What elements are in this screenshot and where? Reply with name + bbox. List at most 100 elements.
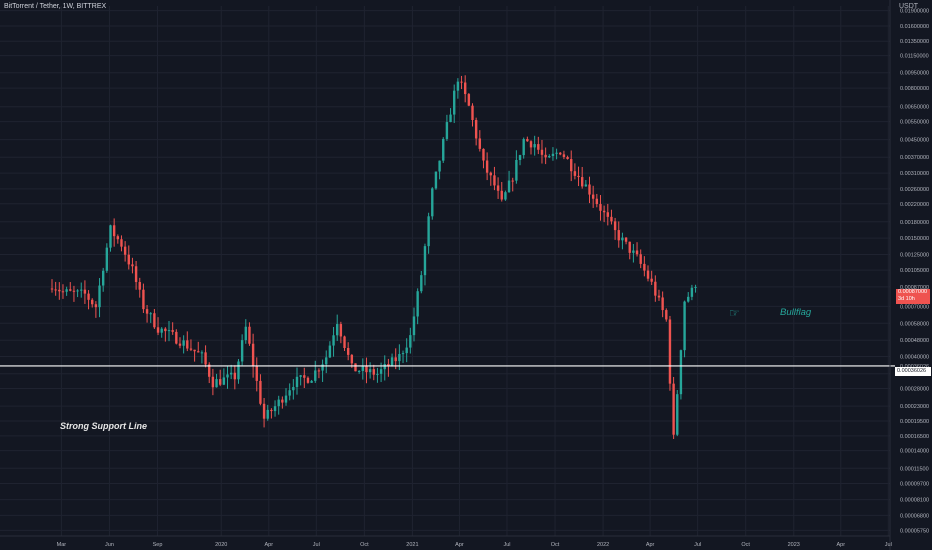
- candle-body: [325, 357, 328, 365]
- y-tick-label: 0.00650000: [900, 105, 929, 111]
- candle-body: [555, 152, 558, 154]
- last-price-badge: 0.00087000 3d 10h: [896, 289, 930, 304]
- candle-body: [105, 247, 109, 271]
- candle-body: [299, 375, 302, 377]
- candle-body: [606, 212, 609, 217]
- candle: [292, 379, 295, 400]
- candle-body: [570, 159, 573, 172]
- candle: [145, 305, 149, 323]
- candle-body: [149, 313, 152, 315]
- candle-body: [668, 319, 672, 384]
- time-axis[interactable]: Mar Jun Sep 2020 Apr Jul Oct 2021 Apr Jul Oct 2022 A…: [0, 535, 892, 548]
- candle: [489, 171, 492, 186]
- candle-body: [251, 343, 255, 367]
- candle: [306, 376, 310, 384]
- candle: [328, 341, 332, 359]
- y-tick-label: 0.00550000: [900, 120, 929, 126]
- candle: [50, 279, 54, 293]
- x-tick-label: Apr: [836, 542, 845, 548]
- y-tick-label: 0.00070000: [900, 304, 929, 310]
- candle: [58, 282, 61, 300]
- candle: [420, 271, 423, 294]
- candle: [182, 335, 185, 354]
- candle-body: [91, 299, 94, 305]
- candle-body: [354, 363, 357, 372]
- candle: [211, 368, 215, 396]
- candle: [434, 171, 438, 190]
- candle: [485, 152, 489, 181]
- candle-body: [635, 250, 639, 255]
- candle: [606, 203, 609, 226]
- candle: [284, 388, 288, 406]
- candle: [251, 333, 255, 378]
- candle-body: [219, 379, 222, 385]
- candle-body: [233, 372, 237, 380]
- candle: [91, 298, 94, 308]
- candle-body: [580, 177, 584, 187]
- candle-body: [599, 204, 602, 211]
- candle: [229, 364, 233, 380]
- y-tick-label: 0.00150000: [900, 236, 929, 242]
- candle-body: [368, 369, 372, 373]
- x-tick-label: 2023: [788, 542, 800, 548]
- y-tick-label: 0.00450000: [900, 138, 929, 144]
- candle: [262, 397, 266, 428]
- candle: [654, 275, 657, 302]
- candle: [80, 282, 83, 298]
- candle-body: [229, 372, 233, 375]
- candle: [548, 154, 551, 159]
- candle: [639, 249, 642, 269]
- candle: [456, 78, 460, 99]
- candle-body: [613, 221, 617, 231]
- y-tick-label: 0.00040000: [900, 355, 929, 361]
- currency-label: USDT: [899, 3, 919, 10]
- candle: [672, 376, 675, 440]
- candle: [624, 237, 628, 245]
- candle: [65, 286, 68, 296]
- candle: [471, 103, 474, 127]
- candle: [646, 265, 650, 282]
- candle-body: [643, 263, 646, 271]
- candle-body: [533, 144, 536, 148]
- candle-body: [624, 237, 628, 242]
- candle-body: [178, 343, 182, 346]
- support-annotation[interactable]: Strong Support Line: [60, 421, 147, 431]
- candle-body: [164, 328, 167, 332]
- candle-body: [474, 120, 478, 139]
- candle: [613, 217, 617, 240]
- bullflag-annotation[interactable]: Bullflag: [780, 307, 812, 318]
- x-tick-label: Apr: [264, 542, 273, 548]
- candle: [555, 148, 558, 160]
- candle: [661, 291, 664, 318]
- candle-body: [281, 399, 284, 403]
- candle: [463, 75, 467, 103]
- candle-body: [365, 366, 368, 373]
- candle: [69, 282, 72, 292]
- candle: [54, 281, 57, 296]
- candle-body: [193, 349, 196, 352]
- candle-body: [303, 375, 306, 378]
- candle-body: [577, 175, 580, 178]
- candle-body: [116, 236, 120, 240]
- candle: [401, 350, 405, 364]
- x-tick-label: Jul: [503, 542, 510, 548]
- candle: [679, 349, 683, 400]
- price-axis[interactable]: 0.01900000 0.01600000 0.01350000 0.01150000…: [889, 0, 929, 550]
- candle-body: [427, 216, 430, 247]
- y-tick-label: 0.00058000: [900, 321, 929, 327]
- candle: [189, 339, 193, 352]
- y-tick-label: 0.00260000: [900, 187, 929, 193]
- candle-body: [412, 316, 416, 336]
- candle: [577, 166, 580, 187]
- y-tick-label: 0.00028000: [900, 387, 929, 393]
- candle: [314, 360, 317, 383]
- y-tick-label: 0.00950000: [900, 71, 929, 77]
- candle-body: [540, 149, 544, 155]
- candle-body: [273, 406, 277, 412]
- candle-body: [328, 345, 332, 358]
- candle: [222, 368, 226, 386]
- candle: [160, 327, 163, 338]
- pointing-hand-icon[interactable]: ☞: [729, 306, 740, 320]
- candle: [442, 137, 445, 163]
